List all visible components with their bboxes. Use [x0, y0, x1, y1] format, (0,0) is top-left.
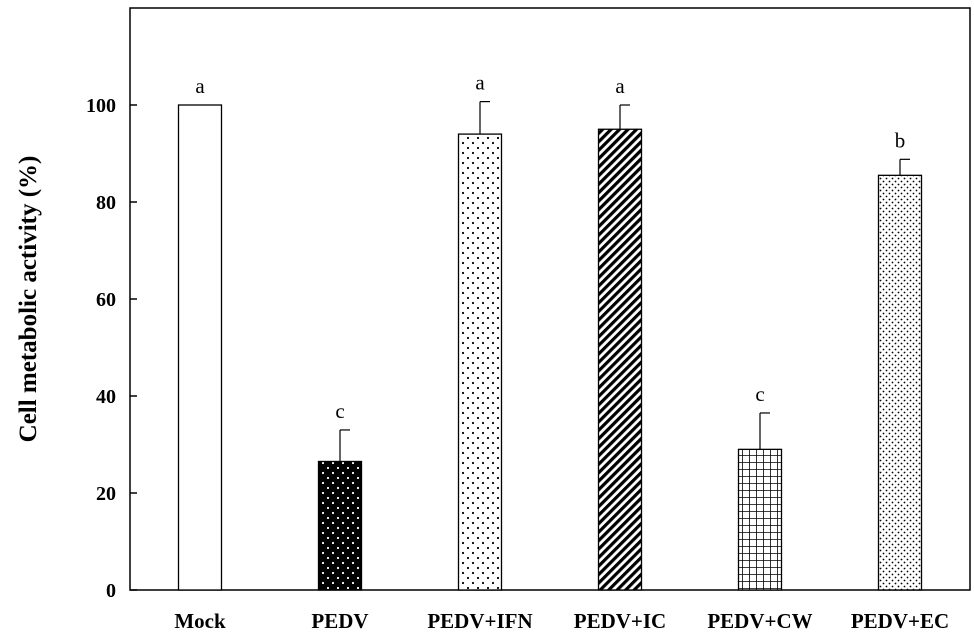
bar [457, 133, 503, 591]
y-axis: 0 20 40 60 80 100 [86, 95, 137, 602]
x-tick-label: PEDV+CW [707, 609, 812, 633]
bar-group: c [317, 399, 363, 591]
bar [737, 448, 783, 591]
y-tick-label: 80 [96, 192, 116, 214]
x-tick-label: PEDV [311, 609, 368, 633]
bars: a c a a c b [177, 71, 923, 591]
x-axis-labels: Mock PEDV PEDV+IFN PEDV+IC PEDV+CW PEDV+EC [174, 609, 949, 633]
bar [317, 460, 363, 591]
bar-group: c [737, 382, 783, 591]
y-tick-label: 60 [96, 289, 116, 311]
x-tick-label: Mock [174, 609, 226, 633]
significance-label: b [895, 128, 906, 152]
y-tick-label: 100 [86, 95, 116, 117]
y-tick-label: 20 [96, 483, 116, 505]
bar-group: a [457, 71, 503, 591]
bar-group: a [597, 74, 643, 591]
x-tick-label: PEDV+EC [851, 609, 949, 633]
y-tick-label: 0 [106, 580, 116, 602]
significance-label: c [755, 382, 764, 406]
significance-label: a [475, 71, 485, 95]
significance-label: c [335, 399, 344, 423]
significance-label: a [615, 74, 625, 98]
bar-group: b [877, 128, 923, 591]
bar-group: a [177, 74, 223, 591]
x-tick-label: PEDV+IFN [427, 609, 532, 633]
plot-frame [129, 7, 971, 591]
significance-label: a [195, 74, 205, 98]
bar [177, 104, 223, 591]
x-tick-label: PEDV+IC [574, 609, 666, 633]
bar [877, 174, 923, 591]
y-tick-label: 40 [96, 386, 116, 408]
bar [597, 128, 643, 591]
y-axis-label: Cell metabolic activity (%) [15, 156, 42, 443]
